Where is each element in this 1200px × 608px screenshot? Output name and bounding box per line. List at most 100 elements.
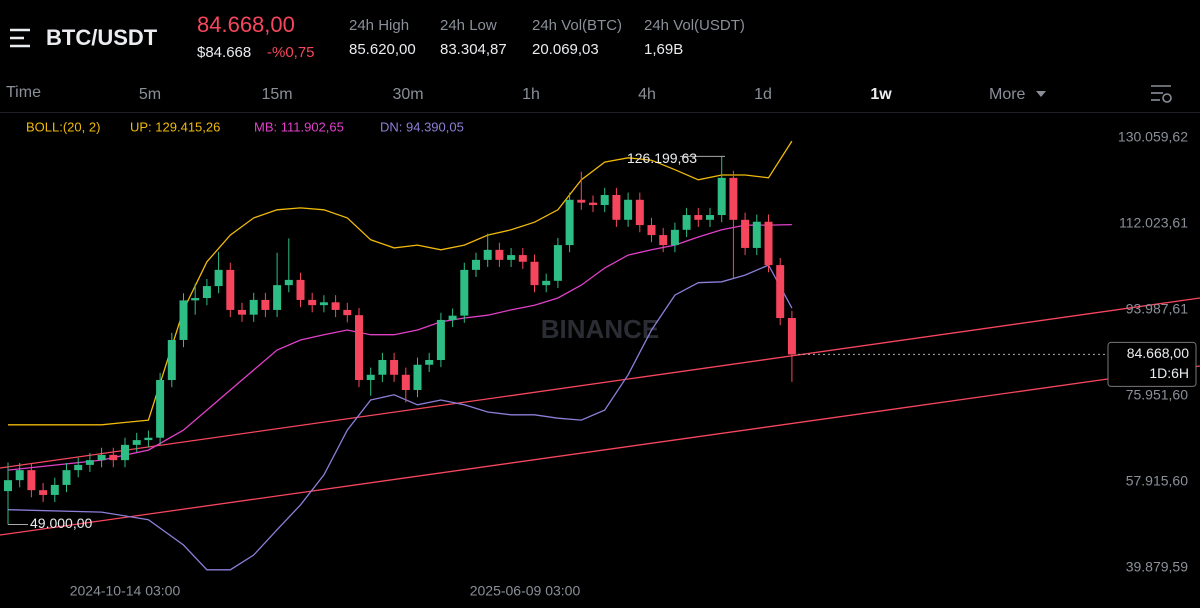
change: -%0,75 bbox=[267, 44, 315, 61]
candle-body bbox=[167, 339, 176, 381]
candle-body bbox=[355, 315, 363, 381]
high-marker-label: 126.199,63 bbox=[627, 150, 697, 166]
candle-body bbox=[460, 269, 469, 316]
candle-body bbox=[343, 309, 352, 316]
candle-body bbox=[495, 249, 504, 260]
trend-line bbox=[0, 365, 1200, 536]
candle-body bbox=[483, 249, 492, 260]
tab[interactable]: 1h bbox=[522, 86, 540, 103]
dropdown-arrow bbox=[1036, 91, 1046, 97]
candle-body bbox=[390, 359, 399, 375]
pair[interactable]: BTC/USDT bbox=[46, 25, 158, 50]
candle-body bbox=[284, 279, 293, 286]
candle-body bbox=[366, 374, 375, 381]
candle-body bbox=[659, 235, 668, 246]
x-label: 2025-06-09 03:00 bbox=[470, 583, 581, 599]
candle-body bbox=[85, 460, 94, 465]
candle-body bbox=[249, 299, 258, 315]
candle-body bbox=[717, 177, 726, 216]
price-usd: $84.668 bbox=[197, 44, 251, 61]
candle-body bbox=[787, 318, 796, 355]
tab-more[interactable]: More bbox=[989, 86, 1026, 103]
tab[interactable]: 15m bbox=[261, 86, 292, 103]
candle-body bbox=[472, 259, 480, 270]
candle-body bbox=[401, 374, 410, 391]
last-price-label: 84.668,00 bbox=[1127, 345, 1189, 361]
tab[interactable]: 5m bbox=[139, 86, 161, 103]
x-label: 2024-10-14 03:00 bbox=[70, 583, 181, 599]
candle-body bbox=[612, 195, 621, 220]
legend-title: BOLL:(20, 2) bbox=[26, 119, 100, 134]
candle-body bbox=[530, 261, 539, 286]
candle-body bbox=[436, 319, 445, 360]
tab-active[interactable]: 1w bbox=[870, 86, 892, 103]
tab[interactable]: Time bbox=[6, 84, 41, 101]
candle-body bbox=[50, 484, 59, 495]
candle-body bbox=[97, 454, 106, 461]
candle-body bbox=[202, 286, 211, 299]
candle-body bbox=[448, 315, 457, 320]
legend-dn: DN: 94.390,05 bbox=[380, 119, 464, 134]
candle-body bbox=[694, 215, 703, 220]
candle-body bbox=[308, 299, 317, 306]
boll-lower bbox=[7, 264, 793, 571]
y-tick-label: 112.023,61 bbox=[1119, 215, 1188, 231]
y-tick-label: 39.879,59 bbox=[1126, 559, 1188, 575]
stat-label: 24h Vol(BTC) bbox=[532, 17, 622, 34]
candle-body bbox=[624, 199, 633, 220]
y-tick-label: 93.987,61 bbox=[1126, 301, 1188, 317]
stat-label: 24h Vol(USDT) bbox=[644, 17, 745, 34]
stat-value: 1,69B bbox=[644, 41, 683, 58]
candle-body bbox=[682, 215, 691, 230]
candle-body bbox=[39, 490, 48, 495]
candle-body bbox=[27, 470, 36, 491]
countdown: 1D:6H bbox=[1149, 365, 1189, 381]
candle-body bbox=[706, 215, 714, 220]
candle-body bbox=[647, 225, 656, 236]
candle-body bbox=[261, 299, 270, 310]
settings-icon[interactable] bbox=[1151, 85, 1172, 103]
candle-body bbox=[214, 269, 223, 287]
candle-body bbox=[589, 202, 597, 206]
candle-body bbox=[319, 302, 328, 306]
candle-body bbox=[600, 195, 609, 206]
candle-body bbox=[179, 300, 188, 340]
y-tick-label: 57.915,60 bbox=[1126, 473, 1188, 489]
candle-body bbox=[191, 298, 200, 301]
trend-line bbox=[0, 297, 1200, 469]
boll-upper bbox=[8, 140, 793, 426]
stat-value: 85.620,00 bbox=[349, 41, 416, 58]
candle-body bbox=[378, 359, 387, 375]
tab[interactable]: 30m bbox=[392, 86, 423, 103]
candle-body bbox=[132, 440, 141, 445]
candle-body bbox=[331, 302, 340, 310]
candle-body bbox=[729, 177, 738, 220]
candle-body bbox=[764, 221, 773, 266]
tab[interactable]: 1d bbox=[754, 86, 772, 103]
candle-body bbox=[577, 199, 586, 203]
candle-body bbox=[425, 359, 434, 365]
candle-body bbox=[670, 229, 679, 246]
y-tick-label: 130.059,62 bbox=[1118, 129, 1188, 145]
candle-body bbox=[109, 454, 118, 461]
legend-up: UP: 129.415,26 bbox=[130, 119, 220, 134]
candle-body bbox=[507, 255, 516, 260]
candle-body bbox=[121, 444, 129, 461]
low-marker-label: 49.000,00 bbox=[30, 515, 92, 531]
candle-body bbox=[741, 219, 750, 248]
candle-body bbox=[776, 265, 785, 319]
menu-icon[interactable] bbox=[10, 28, 30, 48]
tab[interactable]: 4h bbox=[638, 86, 656, 103]
candle-body bbox=[413, 364, 422, 391]
candle-body bbox=[635, 199, 644, 226]
price: 84.668,00 bbox=[197, 12, 295, 37]
stat-label: 24h High bbox=[349, 17, 409, 34]
last-price-box bbox=[1107, 341, 1197, 387]
candle-body bbox=[238, 309, 246, 315]
candle-body bbox=[15, 470, 24, 481]
legend-mb: MB: 111.902,65 bbox=[254, 119, 344, 134]
candle-body bbox=[296, 279, 305, 300]
y-tick-label: 75.951,60 bbox=[1126, 387, 1188, 403]
candle-body bbox=[273, 285, 282, 310]
